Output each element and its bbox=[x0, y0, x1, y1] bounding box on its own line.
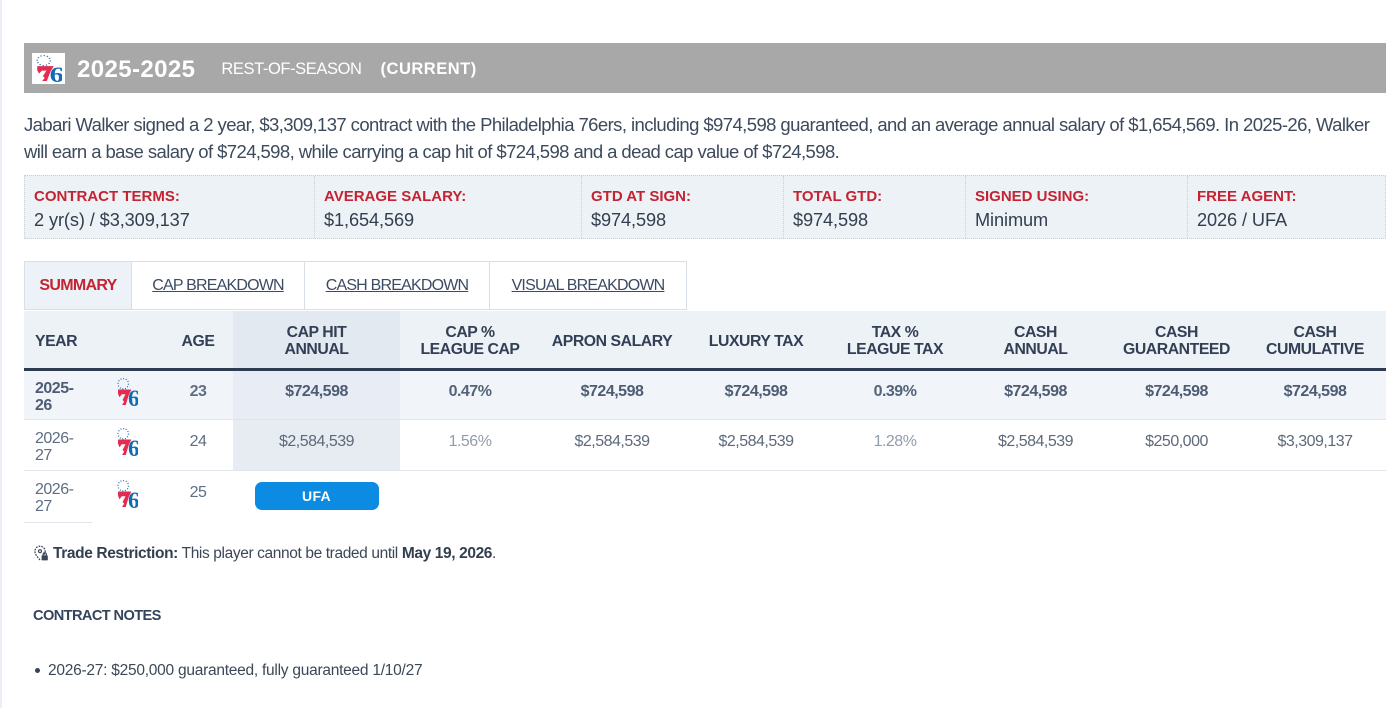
svg-text:6: 6 bbox=[128, 488, 138, 508]
svg-text:6: 6 bbox=[128, 386, 138, 406]
svg-text:6: 6 bbox=[49, 62, 61, 82]
svg-text:6: 6 bbox=[128, 436, 138, 456]
